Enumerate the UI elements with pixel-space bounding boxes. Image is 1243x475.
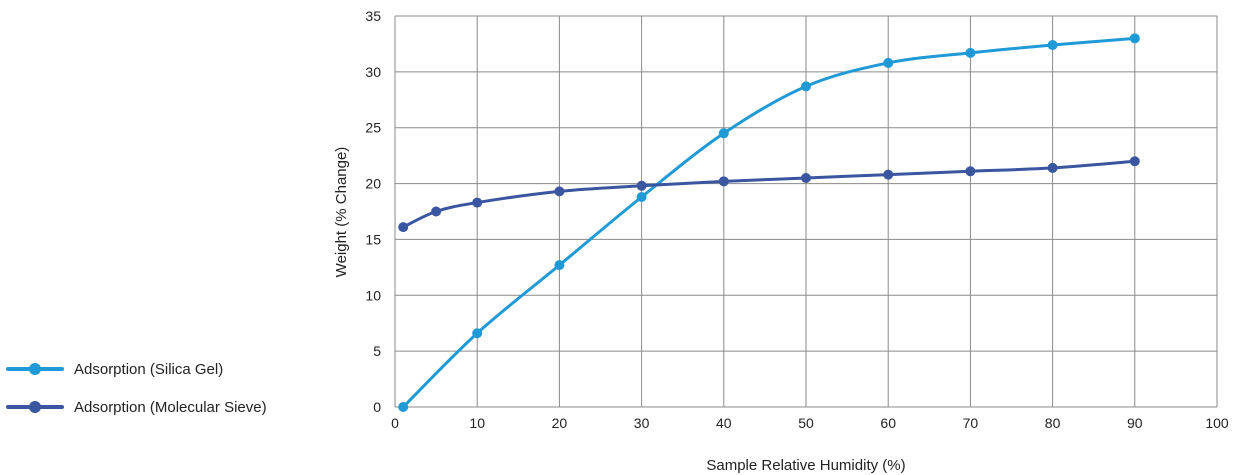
data-point-molecular-sieve	[965, 166, 975, 176]
legend: Adsorption (Silica Gel) Adsorption (Mole…	[8, 361, 267, 416]
y-tick-label: 15	[365, 231, 381, 247]
data-point-molecular-sieve	[472, 198, 482, 208]
x-tick-label: 100	[1205, 415, 1229, 431]
series-molecular-sieve	[398, 156, 1140, 232]
data-point-silica-gel	[637, 192, 647, 202]
data-point-silica-gel	[554, 260, 564, 270]
y-tick-label: 0	[373, 399, 381, 415]
data-point-silica-gel	[801, 81, 811, 91]
data-point-molecular-sieve	[637, 181, 647, 191]
legend-label-silica-gel: Adsorption (Silica Gel)	[74, 361, 223, 378]
data-point-silica-gel	[472, 328, 482, 338]
y-axis-label: Weight (% Change)	[333, 147, 350, 278]
x-tick-label: 60	[880, 415, 896, 431]
data-point-molecular-sieve	[1048, 163, 1058, 173]
y-tick-label: 5	[373, 343, 381, 359]
data-point-molecular-sieve	[719, 176, 729, 186]
y-tick-label: 35	[365, 8, 381, 24]
legend-marker-molecular-sieve	[29, 401, 41, 413]
grid	[395, 16, 1217, 407]
x-tick-label: 80	[1045, 415, 1061, 431]
series-lines	[398, 33, 1140, 412]
data-point-silica-gel	[965, 48, 975, 58]
legend-item-silica-gel: Adsorption (Silica Gel)	[8, 361, 223, 378]
series-line-silica-gel	[403, 38, 1135, 407]
legend-item-molecular-sieve: Adsorption (Molecular Sieve)	[8, 399, 267, 416]
x-tick-label: 30	[634, 415, 650, 431]
x-axis-label: Sample Relative Humidity (%)	[706, 457, 905, 474]
data-point-silica-gel	[1130, 33, 1140, 43]
data-point-molecular-sieve	[431, 207, 441, 217]
data-point-molecular-sieve	[1130, 156, 1140, 166]
x-tick-label: 0	[391, 415, 399, 431]
y-tick-label: 30	[365, 64, 381, 80]
x-tick-label: 10	[469, 415, 485, 431]
data-point-molecular-sieve	[398, 222, 408, 232]
data-point-silica-gel	[719, 128, 729, 138]
data-point-silica-gel	[398, 402, 408, 412]
legend-marker-silica-gel	[29, 363, 41, 375]
data-point-molecular-sieve	[801, 173, 811, 183]
legend-label-molecular-sieve: Adsorption (Molecular Sieve)	[74, 399, 267, 416]
y-tick-label: 25	[365, 120, 381, 136]
x-tick-label: 50	[798, 415, 814, 431]
data-point-molecular-sieve	[883, 170, 893, 180]
y-tick-label: 10	[365, 287, 381, 303]
data-point-silica-gel	[1048, 40, 1058, 50]
x-tick-label: 20	[552, 415, 568, 431]
x-tick-label: 70	[963, 415, 979, 431]
y-tick-label: 20	[365, 176, 381, 192]
x-tick-label: 90	[1127, 415, 1143, 431]
series-line-molecular-sieve	[403, 161, 1135, 227]
data-point-silica-gel	[883, 58, 893, 68]
data-point-molecular-sieve	[554, 186, 564, 196]
x-tick-label: 40	[716, 415, 732, 431]
series-silica-gel	[398, 33, 1140, 412]
